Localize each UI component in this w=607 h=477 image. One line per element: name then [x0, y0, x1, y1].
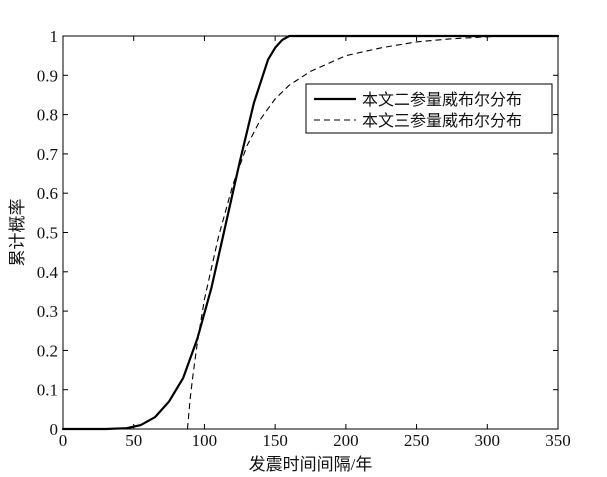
y-tick-label: 0.3 [37, 302, 58, 321]
y-tick-label: 1 [50, 27, 59, 46]
y-axis-label: 累计概率 [8, 199, 27, 267]
y-tick-label: 0.9 [37, 66, 58, 85]
series-line-2 [186, 35, 509, 430]
x-tick-label: 350 [545, 431, 571, 450]
x-axis-label: 发震时间间隔/年 [249, 455, 373, 474]
y-tick-label: 0.6 [37, 184, 58, 203]
legend-box [305, 83, 553, 134]
plot-lines [61, 34, 560, 431]
y-tick-label: 0.1 [37, 381, 58, 400]
x-tick-label: 300 [475, 431, 501, 450]
legend-label-2: 本文三参量威布尔分布 [362, 112, 522, 130]
y-tick-label: 0.7 [37, 145, 59, 164]
y-tick-label: 0.5 [37, 224, 58, 243]
x-tick-label: 150 [262, 431, 288, 450]
y-tick-label: 0.4 [37, 263, 59, 282]
x-tick-label: 200 [333, 431, 359, 450]
y-tick-label: 0.2 [37, 341, 58, 360]
y-tick-label: 0.8 [37, 106, 58, 125]
axes: 0 50 100 150 200 250 300 350 0 0.1 0.2 0.3 0.4 0.5 0.6… [37, 27, 571, 450]
x-tick-label: 100 [192, 431, 218, 450]
legend-label-1: 本文二参量威布尔分布 [362, 91, 522, 109]
x-tick-label: 0 [59, 431, 68, 450]
x-tick-label: 250 [404, 431, 430, 450]
x-tick-label: 50 [125, 431, 142, 450]
series-line-1 [61, 34, 560, 431]
y-tick-label: 0 [50, 420, 59, 439]
